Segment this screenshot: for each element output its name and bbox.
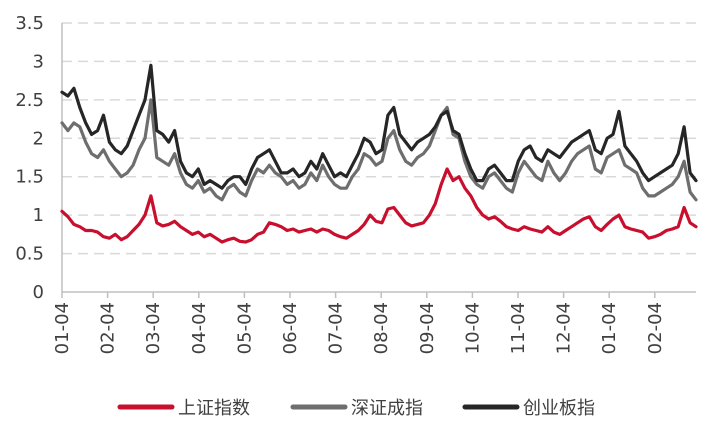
legend-label-0: 上证指数	[178, 398, 250, 419]
legend-label-2: 创业板指	[523, 398, 595, 419]
x-tick-label: 09-04	[417, 302, 438, 354]
x-tick-label: 02-04	[98, 302, 119, 354]
x-tick-label: 12-04	[554, 302, 575, 354]
x-tick-label: 01-04	[599, 302, 620, 354]
series-line-1	[60, 98, 698, 202]
legend-label-1: 深证成指	[351, 398, 423, 419]
y-tick-label: 1	[33, 205, 44, 226]
x-tick-label: 08-04	[371, 302, 392, 354]
x-tick-label: 03-04	[143, 302, 164, 354]
x-tick-label: 02-04	[645, 302, 666, 354]
series-lines	[60, 63, 698, 244]
y-tick-label: 0.5	[15, 244, 44, 265]
legend: 上证指数 深证成指 创业板指	[117, 398, 595, 419]
x-tick-label: 01-04	[52, 302, 73, 354]
x-tick-label: 04-04	[189, 302, 210, 354]
x-tick-label: 06-04	[280, 302, 301, 354]
y-axis: 0 0.5 1 1.5 2 2.5 3 3.5	[15, 13, 44, 303]
y-tick-label: 2	[33, 128, 44, 149]
series-line-0	[60, 167, 698, 244]
y-tick-label: 1.5	[15, 167, 44, 188]
x-tick-label: 05-04	[234, 302, 255, 354]
x-tick-label: 07-04	[326, 302, 347, 354]
series-line-2	[60, 63, 698, 190]
x-tick-label: 10-04	[462, 302, 483, 354]
y-tick-label: 3.5	[15, 13, 44, 34]
y-tick-label: 3	[33, 51, 44, 72]
y-tick-label: 0	[33, 282, 44, 303]
x-tick-label: 11-04	[508, 302, 529, 354]
y-tick-label: 2.5	[15, 90, 44, 111]
x-axis: 01-04 02-04 03-04 04-04 05-04 06-04 07-04 08-04…	[52, 23, 696, 354]
